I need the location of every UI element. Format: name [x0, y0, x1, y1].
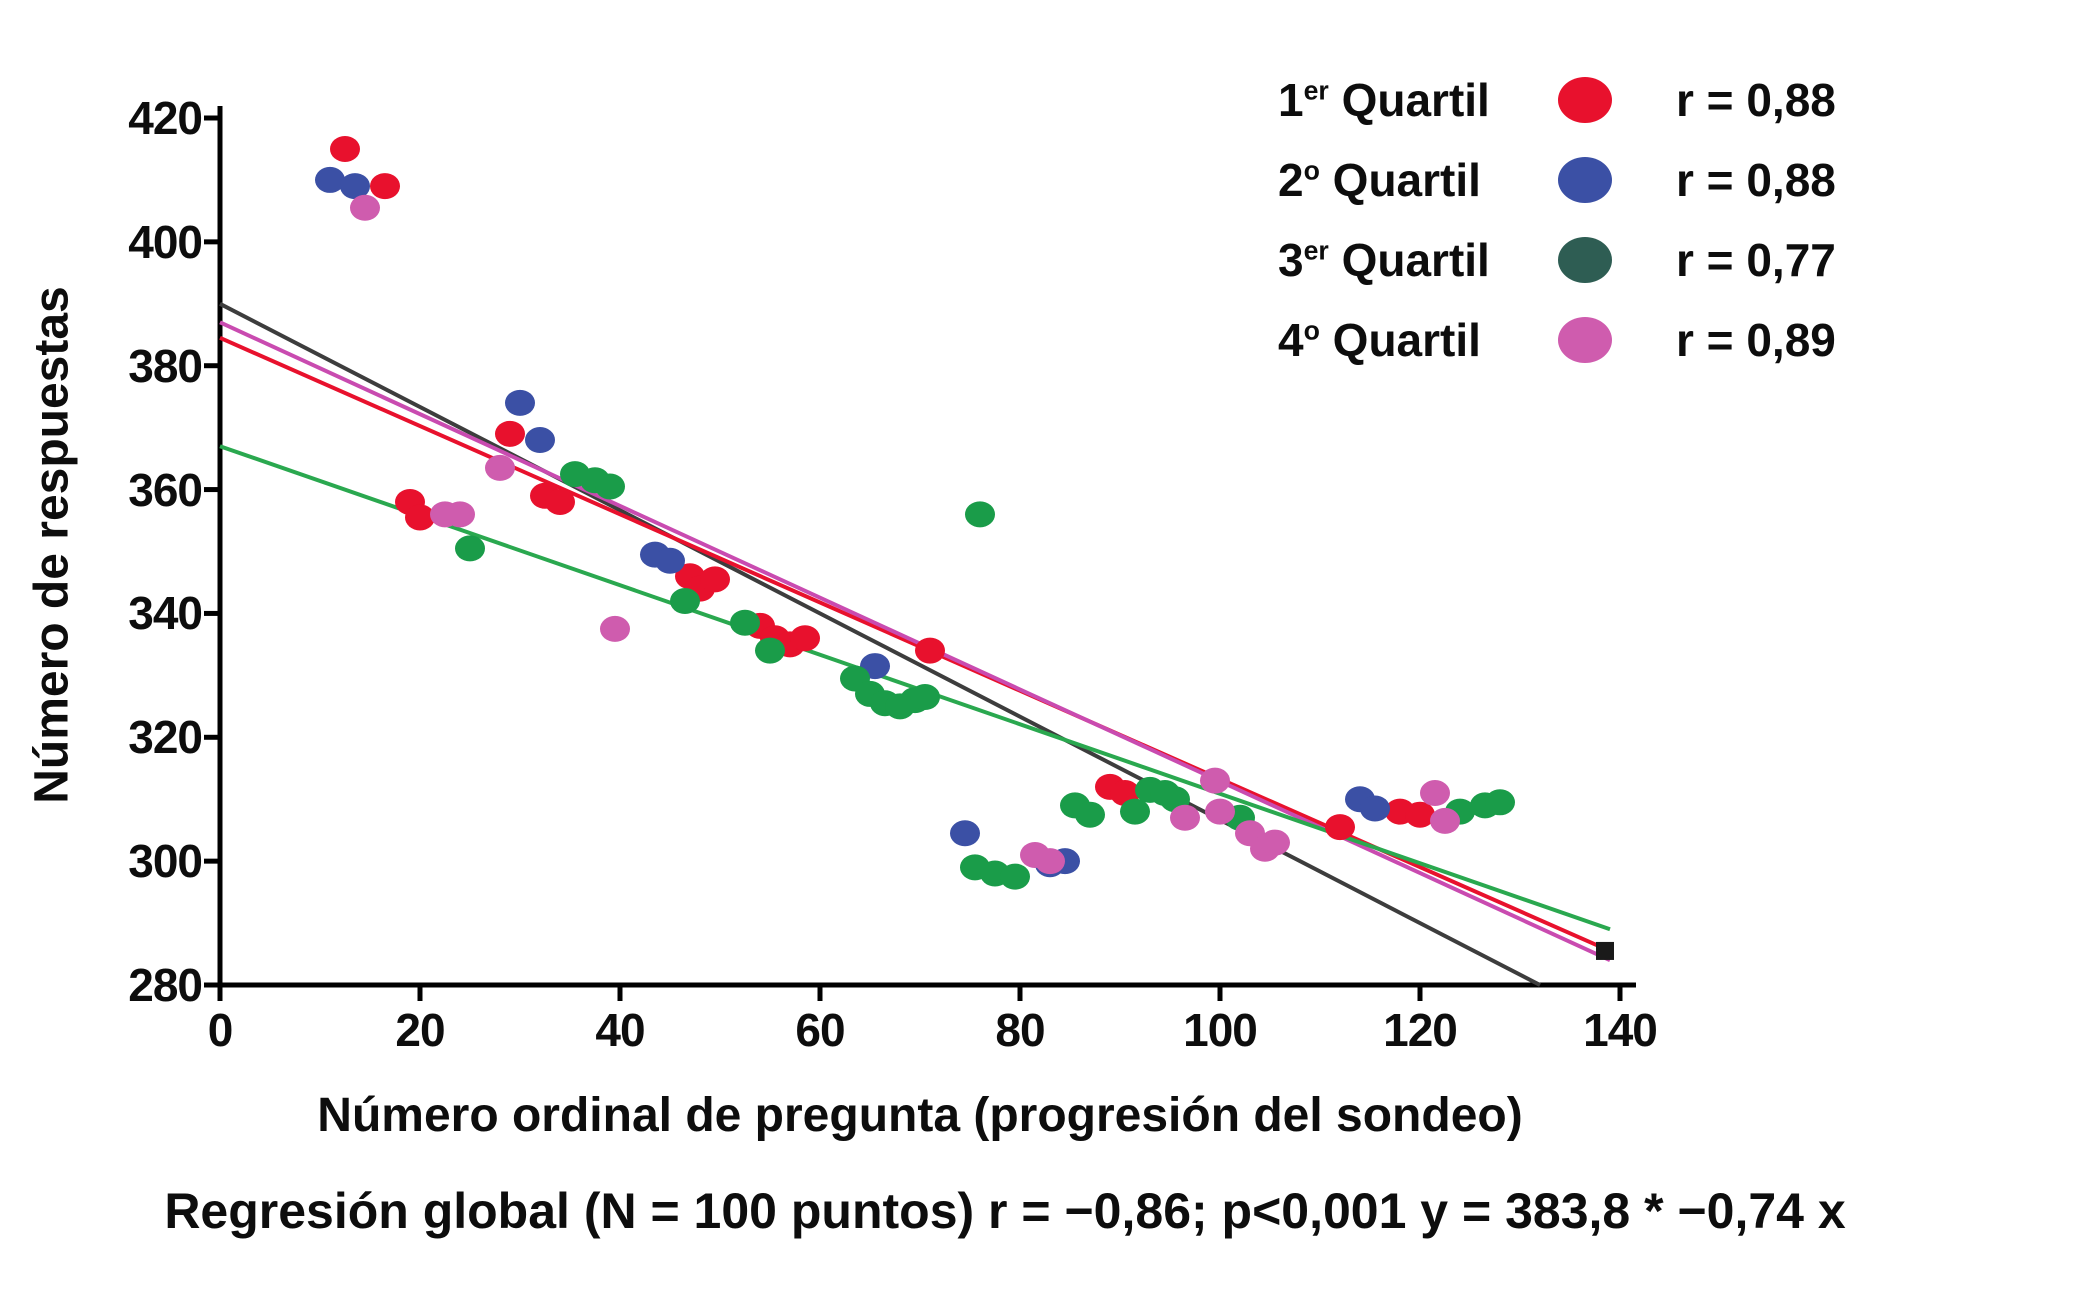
scatter-point-quartile3	[1000, 863, 1030, 890]
legend-label-number: 1	[1278, 74, 1304, 126]
y-tick-label: 280	[128, 959, 203, 1011]
x-axis-title: Número ordinal de pregunta (progresión d…	[317, 1089, 1523, 1142]
legend-label: 4o Quartil	[1278, 313, 1558, 367]
scatter-point-quartile3	[670, 588, 700, 615]
legend: 1er Quartil r = 0,88 2o Quartil r = 0,88…	[1278, 60, 1836, 380]
scatter-point-quartile4	[1260, 829, 1290, 856]
legend-label: 2o Quartil	[1278, 153, 1558, 207]
x-tick-label: 120	[1383, 1004, 1458, 1056]
legend-label-text: Quartil	[1319, 314, 1481, 366]
scatter-point-quartile2	[340, 173, 370, 200]
y-tick-label: 420	[128, 92, 203, 144]
x-tick-label: 80	[995, 1004, 1045, 1056]
scatter-point-quartile1	[495, 420, 525, 447]
y-tick-label: 340	[128, 587, 203, 640]
legend-label-sup: er	[1303, 235, 1329, 266]
legend-label-sup: o	[1303, 315, 1320, 346]
x-tick-label: 20	[395, 1004, 445, 1056]
y-tick-label: 360	[128, 463, 203, 516]
legend-r-value: r = 0,89	[1676, 314, 1836, 366]
quartile4-magenta-line	[219, 320, 1611, 963]
regression-caption: Regresión global (N = 100 puntos) r = −0…	[164, 1183, 1846, 1239]
legend-label-sup: o	[1303, 155, 1320, 186]
scatter-point-quartile1	[700, 566, 730, 593]
scatter-point-quartile4	[1200, 767, 1230, 794]
scatter-point-quartile3	[1075, 801, 1105, 828]
x-tick-label: 0	[207, 1004, 234, 1056]
scatter-point-quartile3	[910, 684, 940, 711]
scatter-point-quartile4	[350, 194, 380, 221]
legend-label-number: 4	[1278, 314, 1304, 366]
scatter-point-quartile3	[730, 609, 760, 636]
legend-item-quartile4: 4o Quartil r = 0,89	[1278, 300, 1836, 380]
scatter-point-quartile4	[485, 454, 515, 481]
legend-item-quartile1: 1er Quartil r = 0,88	[1278, 60, 1836, 140]
scatter-point-quartile4	[1205, 798, 1235, 825]
y-tick-label: 320	[128, 711, 203, 764]
y-tick-label: 380	[128, 339, 203, 392]
legend-label-text: Quartil	[1328, 74, 1490, 126]
scatter-point-quartile4	[1035, 848, 1065, 875]
legend-dot-quartile2	[1558, 157, 1612, 203]
scatter-point-quartile1	[915, 637, 945, 664]
scatter-point-quartile2	[525, 427, 555, 454]
scatter-point-quartile4	[1170, 804, 1200, 831]
legend-dot-quartile3	[1558, 237, 1612, 283]
scatter-point-quartile3	[1485, 789, 1515, 816]
legend-label-number: 2	[1278, 154, 1304, 206]
x-tick-label: 140	[1583, 1004, 1658, 1056]
scatter-point-quartile1	[1405, 801, 1435, 828]
x-tick-label: 100	[1183, 1004, 1258, 1056]
scatter-point-quartile1	[330, 135, 360, 162]
scatter-point-quartile1	[405, 504, 435, 531]
scatter-point-quartile2	[655, 547, 685, 574]
legend-label-number: 3	[1278, 234, 1304, 286]
legend-label: 1er Quartil	[1278, 73, 1558, 127]
global-dark-line	[219, 302, 1541, 987]
end-marker	[1596, 941, 1614, 960]
scatter-point-quartile3	[755, 637, 785, 664]
legend-label-text: Quartil	[1319, 154, 1481, 206]
quartile1-red-line	[219, 336, 1611, 953]
scatter-point-quartile2	[950, 820, 980, 847]
legend-item-quartile3: 3er Quartil r = 0,77	[1278, 220, 1836, 300]
legend-r-value: r = 0,88	[1676, 154, 1836, 206]
legend-label: 3er Quartil	[1278, 233, 1558, 287]
scatter-point-quartile1	[370, 173, 400, 200]
legend-item-quartile2: 2o Quartil r = 0,88	[1278, 140, 1836, 220]
legend-label-text: Quartil	[1328, 234, 1490, 286]
scatter-point-quartile4	[600, 615, 630, 642]
scatter-point-quartile2	[315, 166, 345, 193]
x-tick-label: 60	[795, 1004, 845, 1056]
scatter-point-quartile4	[1430, 807, 1460, 834]
legend-r-value: r = 0,77	[1676, 234, 1836, 286]
scatter-point-quartile2	[505, 389, 535, 416]
scatter-point-quartile1	[1325, 814, 1355, 841]
scatter-point-quartile4	[1420, 780, 1450, 807]
scatter-point-quartile1	[790, 625, 820, 652]
scatter-point-quartile3	[455, 535, 485, 562]
scatter-point-quartile1	[545, 488, 575, 515]
legend-label-sup: er	[1303, 75, 1329, 106]
x-tick-label: 40	[595, 1004, 645, 1056]
legend-r-value: r = 0,88	[1676, 74, 1836, 126]
y-tick-label: 400	[128, 215, 203, 268]
scatter-point-quartile4	[445, 501, 475, 528]
scatter-point-quartile3	[595, 473, 625, 500]
y-tick-label: 300	[128, 835, 203, 888]
scatter-point-quartile3	[965, 501, 995, 528]
legend-dot-quartile4	[1558, 317, 1612, 363]
scatter-point-quartile2	[1360, 795, 1390, 822]
legend-dot-quartile1	[1558, 77, 1612, 123]
scatter-point-quartile3	[1120, 798, 1150, 825]
